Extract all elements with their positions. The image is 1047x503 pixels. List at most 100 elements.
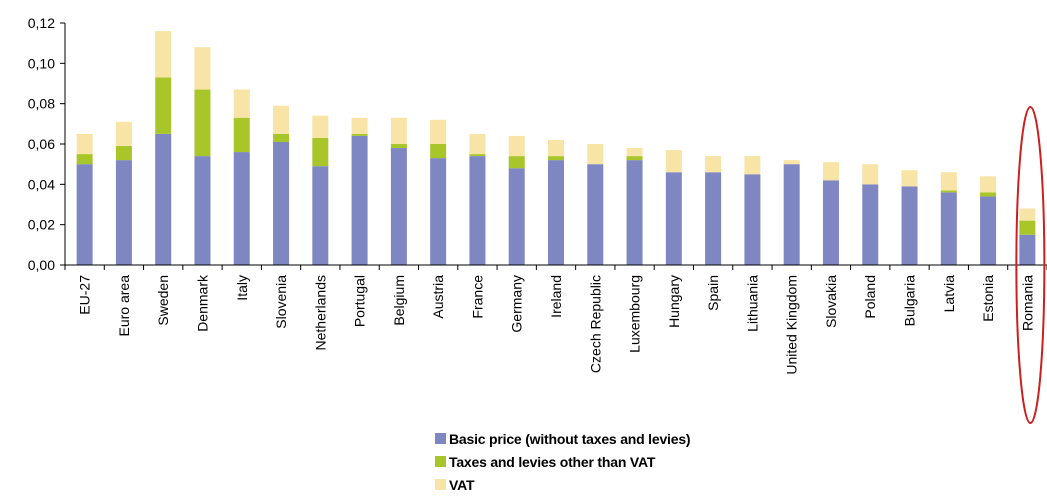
category-label: Slovenia: [273, 275, 289, 329]
legend-swatch-basic-price: [435, 433, 446, 444]
legend-label-basic-price: Basic price (without taxes and levies): [449, 430, 691, 447]
bar-segment-taxes-levies: [351, 133, 368, 136]
bar-segment-vat: [390, 117, 407, 144]
bar-segment-vat: [351, 117, 368, 134]
bar-segment-basic-price: [508, 168, 525, 265]
bar-segment-vat: [548, 139, 564, 157]
bar-segment-vat: [76, 133, 93, 155]
bar-segment-basic-price: [233, 152, 250, 265]
bar-segment-vat: [665, 150, 682, 173]
bar-segment-basic-price: [155, 133, 172, 265]
stacked-bar-chart: 0,00 0,02 0,04 0,06 0,08 0,10 0,12 EU-27 Euro ar…: [28, 15, 1047, 424]
bar-segment-vat: [233, 89, 250, 118]
bar-segment-basic-price: [469, 156, 486, 265]
bar-segment-basic-price: [312, 166, 329, 265]
bar-segment-vat: [862, 164, 879, 185]
y-tick-label: 0,10: [28, 55, 55, 71]
bar-segment-vat: [940, 172, 957, 191]
y-tick-label: 0,02: [28, 217, 55, 233]
bar-segment-vat: [744, 156, 761, 175]
legend-label-vat: VAT: [449, 476, 475, 493]
category-label: Hungary: [666, 275, 682, 328]
category-label: Germany: [509, 275, 525, 333]
bar-segment-basic-price: [430, 158, 447, 265]
category-label: Netherlands: [312, 275, 328, 351]
category-label: Austria: [430, 275, 446, 319]
category-label: Bulgaria: [902, 275, 918, 327]
bar-segment-basic-price: [194, 156, 211, 265]
bar-segment-vat: [1019, 208, 1036, 221]
bar-segment-taxes-levies: [508, 156, 525, 169]
bar-segment-basic-price: [548, 160, 564, 265]
bar-segment-taxes-levies: [233, 117, 250, 153]
bar-segment-taxes-levies: [980, 192, 997, 197]
category-label: United Kingdom: [784, 275, 800, 375]
bar-segment-basic-price: [783, 164, 800, 265]
highlight-ellipse: [1015, 106, 1046, 424]
bar-segment-vat: [508, 135, 525, 157]
category-label: Estonia: [980, 275, 996, 322]
bar-segment-vat: [587, 144, 604, 165]
category-label: Slovakia: [823, 275, 839, 328]
bar-segment-taxes-levies: [548, 156, 564, 161]
bar-segment-basic-price: [744, 174, 761, 265]
category-label: Euro area: [116, 275, 132, 337]
y-tick-label: 0,00: [28, 257, 55, 273]
bar-segment-vat: [312, 115, 329, 138]
category-label: France: [469, 275, 485, 319]
bar-segment-taxes-levies: [194, 89, 211, 157]
bar-segment-basic-price: [587, 164, 604, 265]
legend-item-basic-price: Basic price (without taxes and levies): [435, 427, 691, 450]
legend-swatch-vat: [435, 479, 446, 490]
bar-segment-vat: [705, 156, 722, 173]
bar-segment-taxes-levies: [273, 133, 290, 142]
category-label: Sweden: [155, 275, 171, 326]
bar-segment-vat: [901, 170, 918, 187]
bar-segment-basic-price: [351, 135, 368, 265]
bar-segment-basic-price: [115, 160, 132, 265]
bar-segment-taxes-levies: [626, 156, 643, 161]
legend-label-taxes-levies: Taxes and levies other than VAT: [449, 453, 656, 470]
bar-segment-basic-price: [705, 172, 722, 265]
bar-segment-taxes-levies: [390, 144, 407, 149]
bar-segment-vat: [980, 176, 997, 193]
y-tick-label: 0,08: [28, 96, 55, 112]
category-label: Poland: [862, 275, 878, 319]
bar-segment-vat: [822, 162, 839, 181]
bar-segment-basic-price: [822, 180, 839, 265]
bar-segment-taxes-levies: [76, 154, 93, 165]
y-tick-label: 0,04: [28, 176, 55, 192]
bar-segment-vat: [155, 31, 172, 78]
bar-segment-taxes-levies: [155, 77, 172, 134]
bar-segment-vat: [626, 148, 643, 157]
bar-segment-vat: [273, 105, 290, 134]
category-label: Ireland: [548, 275, 564, 318]
legend-swatch-taxes-levies: [435, 456, 446, 467]
bar-segment-basic-price: [76, 164, 93, 265]
chart-legend: Basic price (without taxes and levies) T…: [435, 427, 691, 496]
category-label: Latvia: [941, 275, 957, 313]
legend-item-vat: VAT: [435, 473, 690, 496]
y-tick-label: 0,12: [28, 15, 55, 31]
bar-segment-basic-price: [390, 148, 407, 265]
bar-segment-basic-price: [1019, 234, 1036, 265]
bar-segment-vat: [115, 121, 132, 147]
category-label: EU-27: [77, 275, 93, 315]
category-label: Denmark: [194, 274, 210, 332]
bar-segment-vat: [194, 47, 211, 90]
category-label: Portugal: [352, 275, 368, 327]
bar-segment-taxes-levies: [430, 144, 447, 159]
category-label: Italy: [234, 275, 250, 301]
category-label: Czech Republic: [587, 275, 603, 373]
bar-segment-taxes-levies: [115, 146, 132, 161]
bar-segment-vat: [430, 119, 447, 144]
y-tick-label: 0,06: [28, 136, 55, 152]
bar-segment-taxes-levies: [940, 190, 957, 193]
legend-item-taxes-levies: Taxes and levies other than VAT: [435, 450, 690, 473]
category-label: Belgium: [391, 275, 407, 326]
bar-segment-basic-price: [980, 196, 997, 265]
category-label: Romania: [1019, 275, 1035, 331]
category-label: Lithuania: [744, 275, 760, 332]
bar-segment-taxes-levies: [312, 137, 329, 167]
bar-segment-basic-price: [901, 186, 918, 265]
